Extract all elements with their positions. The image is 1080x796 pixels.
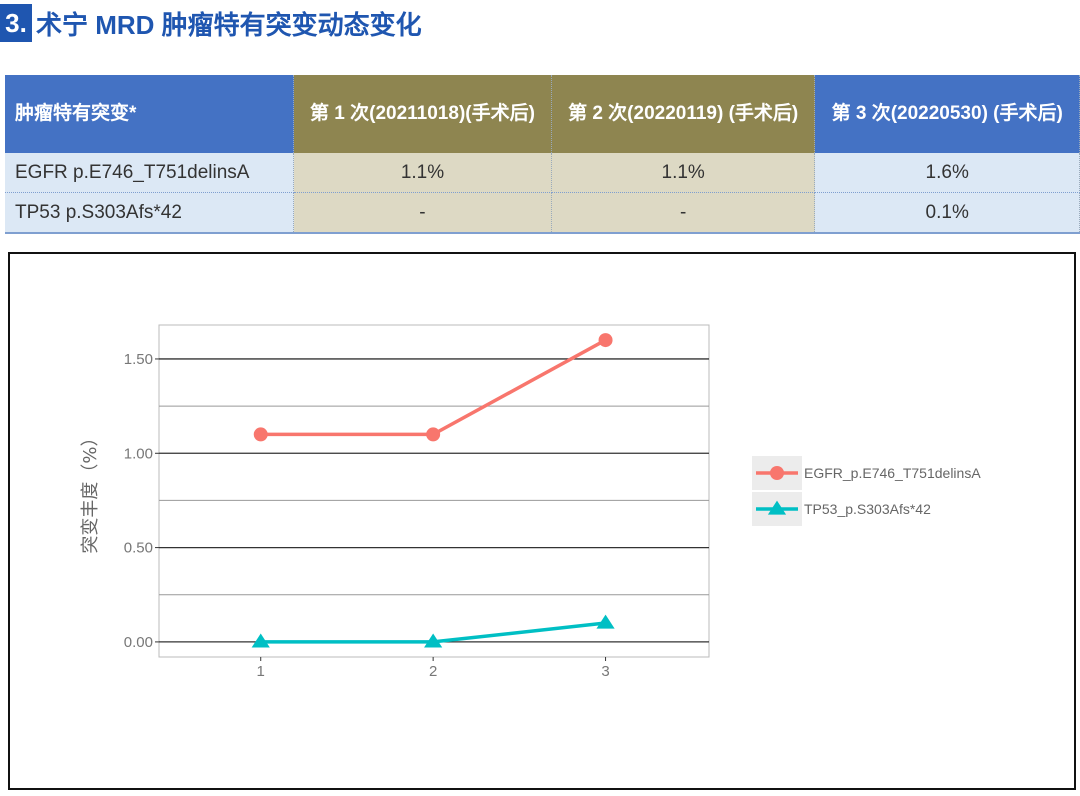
cell-value: 0.1%	[814, 192, 1080, 234]
cell-mutation: EGFR p.E746_T751delinsA	[5, 153, 294, 193]
legend-label: TP53_p.S303Afs*42	[804, 501, 931, 517]
section-number: 3.	[0, 4, 32, 42]
chart-frame	[8, 252, 1076, 790]
table-row: TP53 p.S303Afs*42 - - 0.1%	[5, 192, 1080, 234]
header-visit-3: 第 3 次(20220530) (手术后)	[814, 75, 1080, 153]
cell-value: -	[551, 192, 816, 234]
x-tick-label: 3	[601, 663, 609, 680]
section-title: 3. 术宁 MRD 肿瘤特有突变动态变化	[0, 4, 422, 42]
cell-value: 1.1%	[551, 153, 816, 193]
header-visit-2: 第 2 次(20220119) (手术后)	[551, 75, 816, 153]
y-tick-label: 1.00	[124, 445, 153, 462]
y-tick-label: 0.00	[124, 634, 153, 651]
cell-value: 1.6%	[814, 153, 1080, 193]
legend-marker	[770, 466, 784, 480]
data-point	[424, 633, 443, 648]
header-visit-1: 第 1 次(20211018)(手术后)	[293, 75, 552, 153]
x-tick-label: 2	[429, 663, 437, 680]
data-point	[251, 633, 270, 648]
data-point	[596, 614, 615, 629]
x-tick-label: 1	[257, 663, 265, 680]
mutation-table: 肿瘤特有突变* 第 1 次(20211018)(手术后) 第 2 次(20220…	[5, 75, 1080, 234]
cell-value: 1.1%	[293, 153, 552, 193]
table-header-row: 肿瘤特有突变* 第 1 次(20211018)(手术后) 第 2 次(20220…	[5, 75, 1080, 153]
legend-label: EGFR_p.E746_T751delinsA	[804, 465, 981, 481]
legend-marker	[767, 500, 787, 515]
data-point	[426, 427, 441, 442]
cell-value: -	[293, 192, 552, 234]
plot-area	[158, 324, 710, 658]
data-point	[598, 333, 613, 348]
cell-mutation: TP53 p.S303Afs*42	[5, 192, 294, 234]
y-axis-label: 突变丰度（%）	[80, 428, 101, 553]
section-title-text: 术宁 MRD 肿瘤特有突变动态变化	[36, 9, 422, 40]
data-point	[253, 427, 268, 442]
y-tick-label: 1.50	[124, 351, 153, 368]
y-tick-label: 0.50	[124, 540, 153, 557]
table-row: EGFR p.E746_T751delinsA 1.1% 1.1% 1.6%	[5, 153, 1080, 193]
header-mutation: 肿瘤特有突变*	[5, 75, 294, 153]
